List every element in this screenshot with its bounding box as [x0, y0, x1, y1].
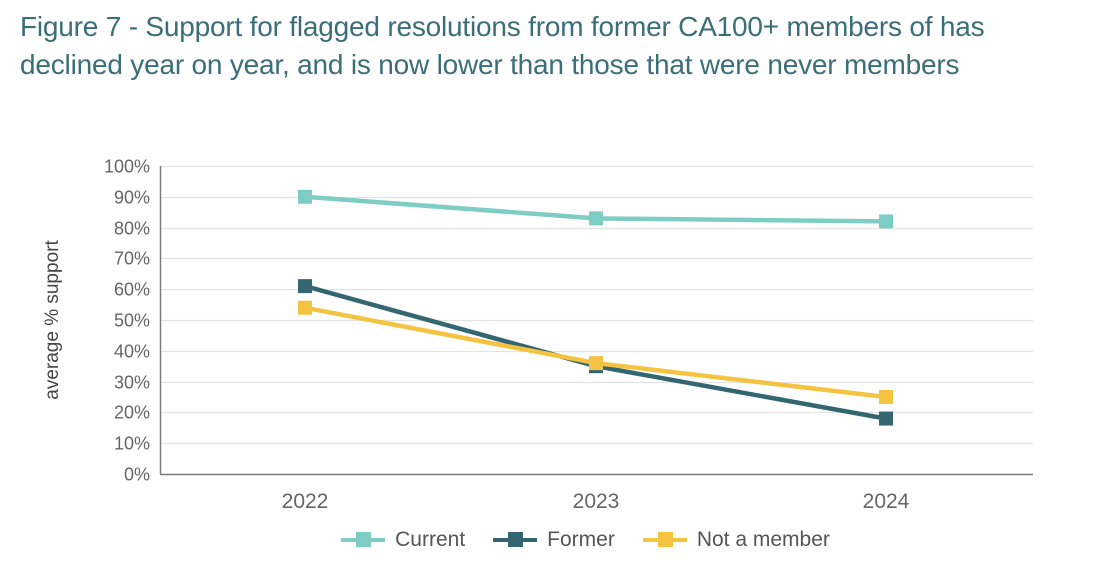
- chart-title-line-1: Figure 7 - Support for flagged resolutio…: [20, 11, 985, 42]
- y-tick-label: 90%: [114, 188, 150, 208]
- chart-title-line-2: declined year on year, and is now lower …: [20, 49, 960, 80]
- chart-title: Figure 7 - Support for flagged resolutio…: [20, 8, 1100, 84]
- legend-symbol-not-a-member: [642, 532, 687, 548]
- y-tick-label: 80%: [114, 219, 150, 239]
- y-axis-label: average % support: [42, 240, 63, 400]
- y-tick-label: 60%: [114, 280, 150, 300]
- y-tick-label: 10%: [114, 434, 150, 454]
- x-axis-ticks: 2022 2023 2024: [282, 490, 910, 513]
- y-tick-label: 100%: [104, 157, 150, 177]
- data-point-current[interactable]: [879, 214, 893, 229]
- legend-label-former: Former: [547, 528, 615, 551]
- data-point-former[interactable]: [298, 279, 312, 294]
- y-tick-label: 50%: [114, 311, 150, 331]
- series-not-a-member: [298, 300, 893, 404]
- data-point-not-a-member[interactable]: [298, 300, 312, 315]
- x-tick-label: 2024: [863, 490, 910, 513]
- y-axis-ticks: 0% 10% 20% 30% 40% 50% 60% 70% 80% 90% 100%: [104, 157, 150, 485]
- data-point-current[interactable]: [298, 189, 312, 204]
- y-tick-label: 20%: [114, 403, 150, 423]
- data-point-former[interactable]: [879, 411, 893, 426]
- legend-label-current: Current: [395, 528, 466, 551]
- data-point-current[interactable]: [589, 211, 603, 226]
- y-tick-label: 70%: [114, 249, 150, 269]
- legend-item-current[interactable]: Current: [341, 528, 465, 552]
- legend: Current Former Not a member: [0, 528, 1111, 552]
- y-tick-label: 0%: [124, 465, 150, 485]
- legend-symbol-former: [493, 532, 538, 548]
- x-tick-label: 2023: [573, 490, 620, 513]
- x-tick-label: 2022: [282, 490, 329, 513]
- legend-label-not-a-member: Not a member: [696, 528, 830, 551]
- series-former: [298, 279, 893, 426]
- data-point-not-a-member[interactable]: [879, 390, 893, 404]
- gridlines: [160, 165, 1033, 445]
- legend-symbol-current: [341, 532, 386, 548]
- y-tick-label: 30%: [114, 373, 150, 393]
- legend-item-former[interactable]: Former: [493, 528, 615, 552]
- series-line-former: [304, 283, 887, 421]
- legend-item-not-a-member[interactable]: Not a member: [642, 528, 830, 552]
- series-current: [298, 189, 893, 229]
- y-tick-label: 40%: [114, 342, 150, 362]
- series-lines: [298, 189, 893, 426]
- data-point-not-a-member[interactable]: [589, 356, 603, 371]
